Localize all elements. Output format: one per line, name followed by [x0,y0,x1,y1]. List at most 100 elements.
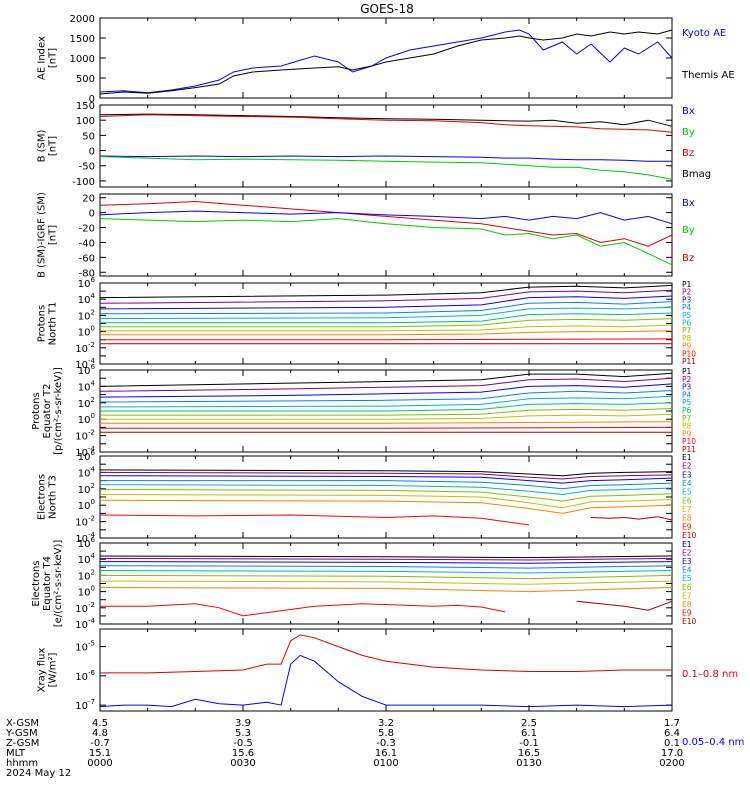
series-line-e3 [99,475,673,484]
x-tick-label: 3.2 [378,718,394,729]
legend-label: Bmag [682,169,711,180]
x-axis-table: X-GSM 4.5 3.9 3.2 2.5 1.7 Y-GSM 4.8 5.3 5.8 6.1 6.4… [5,718,685,779]
y-tick-label: 102 [78,396,95,410]
legend-label: E5 [682,574,692,583]
x-tick-label: -0.7 [90,738,110,749]
y-tick-label: 10-2 [75,601,95,615]
legend-label: E1 [682,540,692,549]
series-line-e10 [590,516,673,521]
series-line-p8 [100,324,673,332]
series-line-e8 [99,499,673,514]
series-line-e4 [100,480,673,490]
y-axis-label: North T3 [48,475,59,519]
y-tick-label: 102 [78,482,95,496]
x-tick-label: 0000 [87,758,112,769]
legend-label: E4 [682,566,692,575]
series-line-p3 [99,295,673,310]
series-line-p9 [100,421,673,424]
x-tick-label: 4.8 [92,728,108,739]
legend-label: E3 [682,557,692,566]
x-tick-label: 0030 [230,758,255,769]
x-tick-label: -0.3 [376,738,396,749]
date-label: 2024 May 12 [6,768,71,779]
panel-eet4: 10-4 10-2 100 102 104 106 Electrons Equator T4[… [31,536,697,631]
y-axis-label: North T1 [48,302,59,346]
panel-ae: 0 500 1000 1500 2000 AE Index [nT] Kyoto AE Them… [37,14,735,105]
y-tick-label: -60 [79,253,95,264]
y-axis-label: B (SM)-IGRF (SM) [37,192,48,278]
y-tick-label: 106 [78,276,96,290]
legend-label: P5 [682,311,692,320]
y-tick-label: -20 [79,224,95,235]
y-axis-label: Xray flux [37,648,48,693]
legend-label: Bx [682,198,695,209]
series-line-e5 [99,570,673,574]
x-tick-label: 0100 [373,758,398,769]
series-line-p10 [100,338,673,341]
legend-label: P2 [682,375,692,384]
y-tick-label: -80 [79,268,95,279]
series-line-p10 [100,426,673,429]
legend-label: P3 [682,383,692,392]
series-line-themis-ae [99,29,673,95]
y-axis-label: Protons [37,305,48,342]
legend-label: E10 [682,531,697,540]
series-line-e5 [99,484,673,496]
series-line-p8 [100,413,673,420]
y-tick-label: 0 [89,209,95,220]
y-tick-label: 102 [78,308,95,322]
series-line-p5 [99,306,673,320]
legend-label: E8 [682,600,692,609]
legend-label: By [682,127,695,138]
y-axis-label: [p/(cm²-s-sr-keV)] [53,367,64,455]
y-tick-label: 100 [78,585,95,599]
series-line-bmag [99,113,673,127]
series-line-e3 [99,561,673,564]
series-line-p1 [99,372,673,387]
y-tick-label: 0 [89,147,95,158]
legend-label: P1 [682,367,692,376]
y-tick-label: 0 [89,94,95,105]
y-axis-label: Protons [31,392,42,429]
legend-label: 0.05–0.4 nm [682,737,744,748]
x-tick-label: 6.4 [664,728,680,739]
x-table-row-label: Y-GSM [5,728,38,739]
legend-label: E8 [682,514,692,523]
legend-label: E7 [682,591,692,600]
legend-label: E1 [682,453,692,462]
legend-label: P10 [682,437,696,446]
x-tick-label: 1.7 [664,718,680,729]
x-table-row-label: MLT [6,748,26,759]
y-tick-label: 100 [78,325,95,339]
series-line-bz [99,114,673,133]
series-line-bx [99,210,673,225]
y-tick-label: 10-2 [75,429,95,443]
series-line-e6 [99,574,673,580]
series-line-p7 [100,408,673,416]
y-tick-label: -100 [72,177,95,188]
x-table-row-label: hhmm [6,758,38,769]
series-line-p4 [99,390,673,403]
y-tick-label: 10-4 [75,617,95,631]
y-axis-label: Equator T2 [42,384,53,439]
legend-label: P9 [682,342,692,351]
legend-label: E10 [682,617,697,626]
x-table-row-label: X-GSM [6,718,39,729]
x-tick-label: 15.6 [232,748,254,759]
y-tick-label: 106 [78,536,96,550]
y-axis-label: [nT] [48,48,59,68]
y-tick-label: 10-2 [75,341,95,355]
series-line-by [99,156,673,180]
y-tick-label: 100 [78,412,95,426]
x-tick-label: 3.9 [235,718,251,729]
series-line-bz [99,200,673,247]
y-tick-label: 10-5 [75,640,95,654]
legend-label: P7 [682,414,692,423]
legend-label: E4 [682,479,692,488]
y-tick-label: 104 [78,292,96,306]
x-tick-label: 0.1 [664,738,680,749]
